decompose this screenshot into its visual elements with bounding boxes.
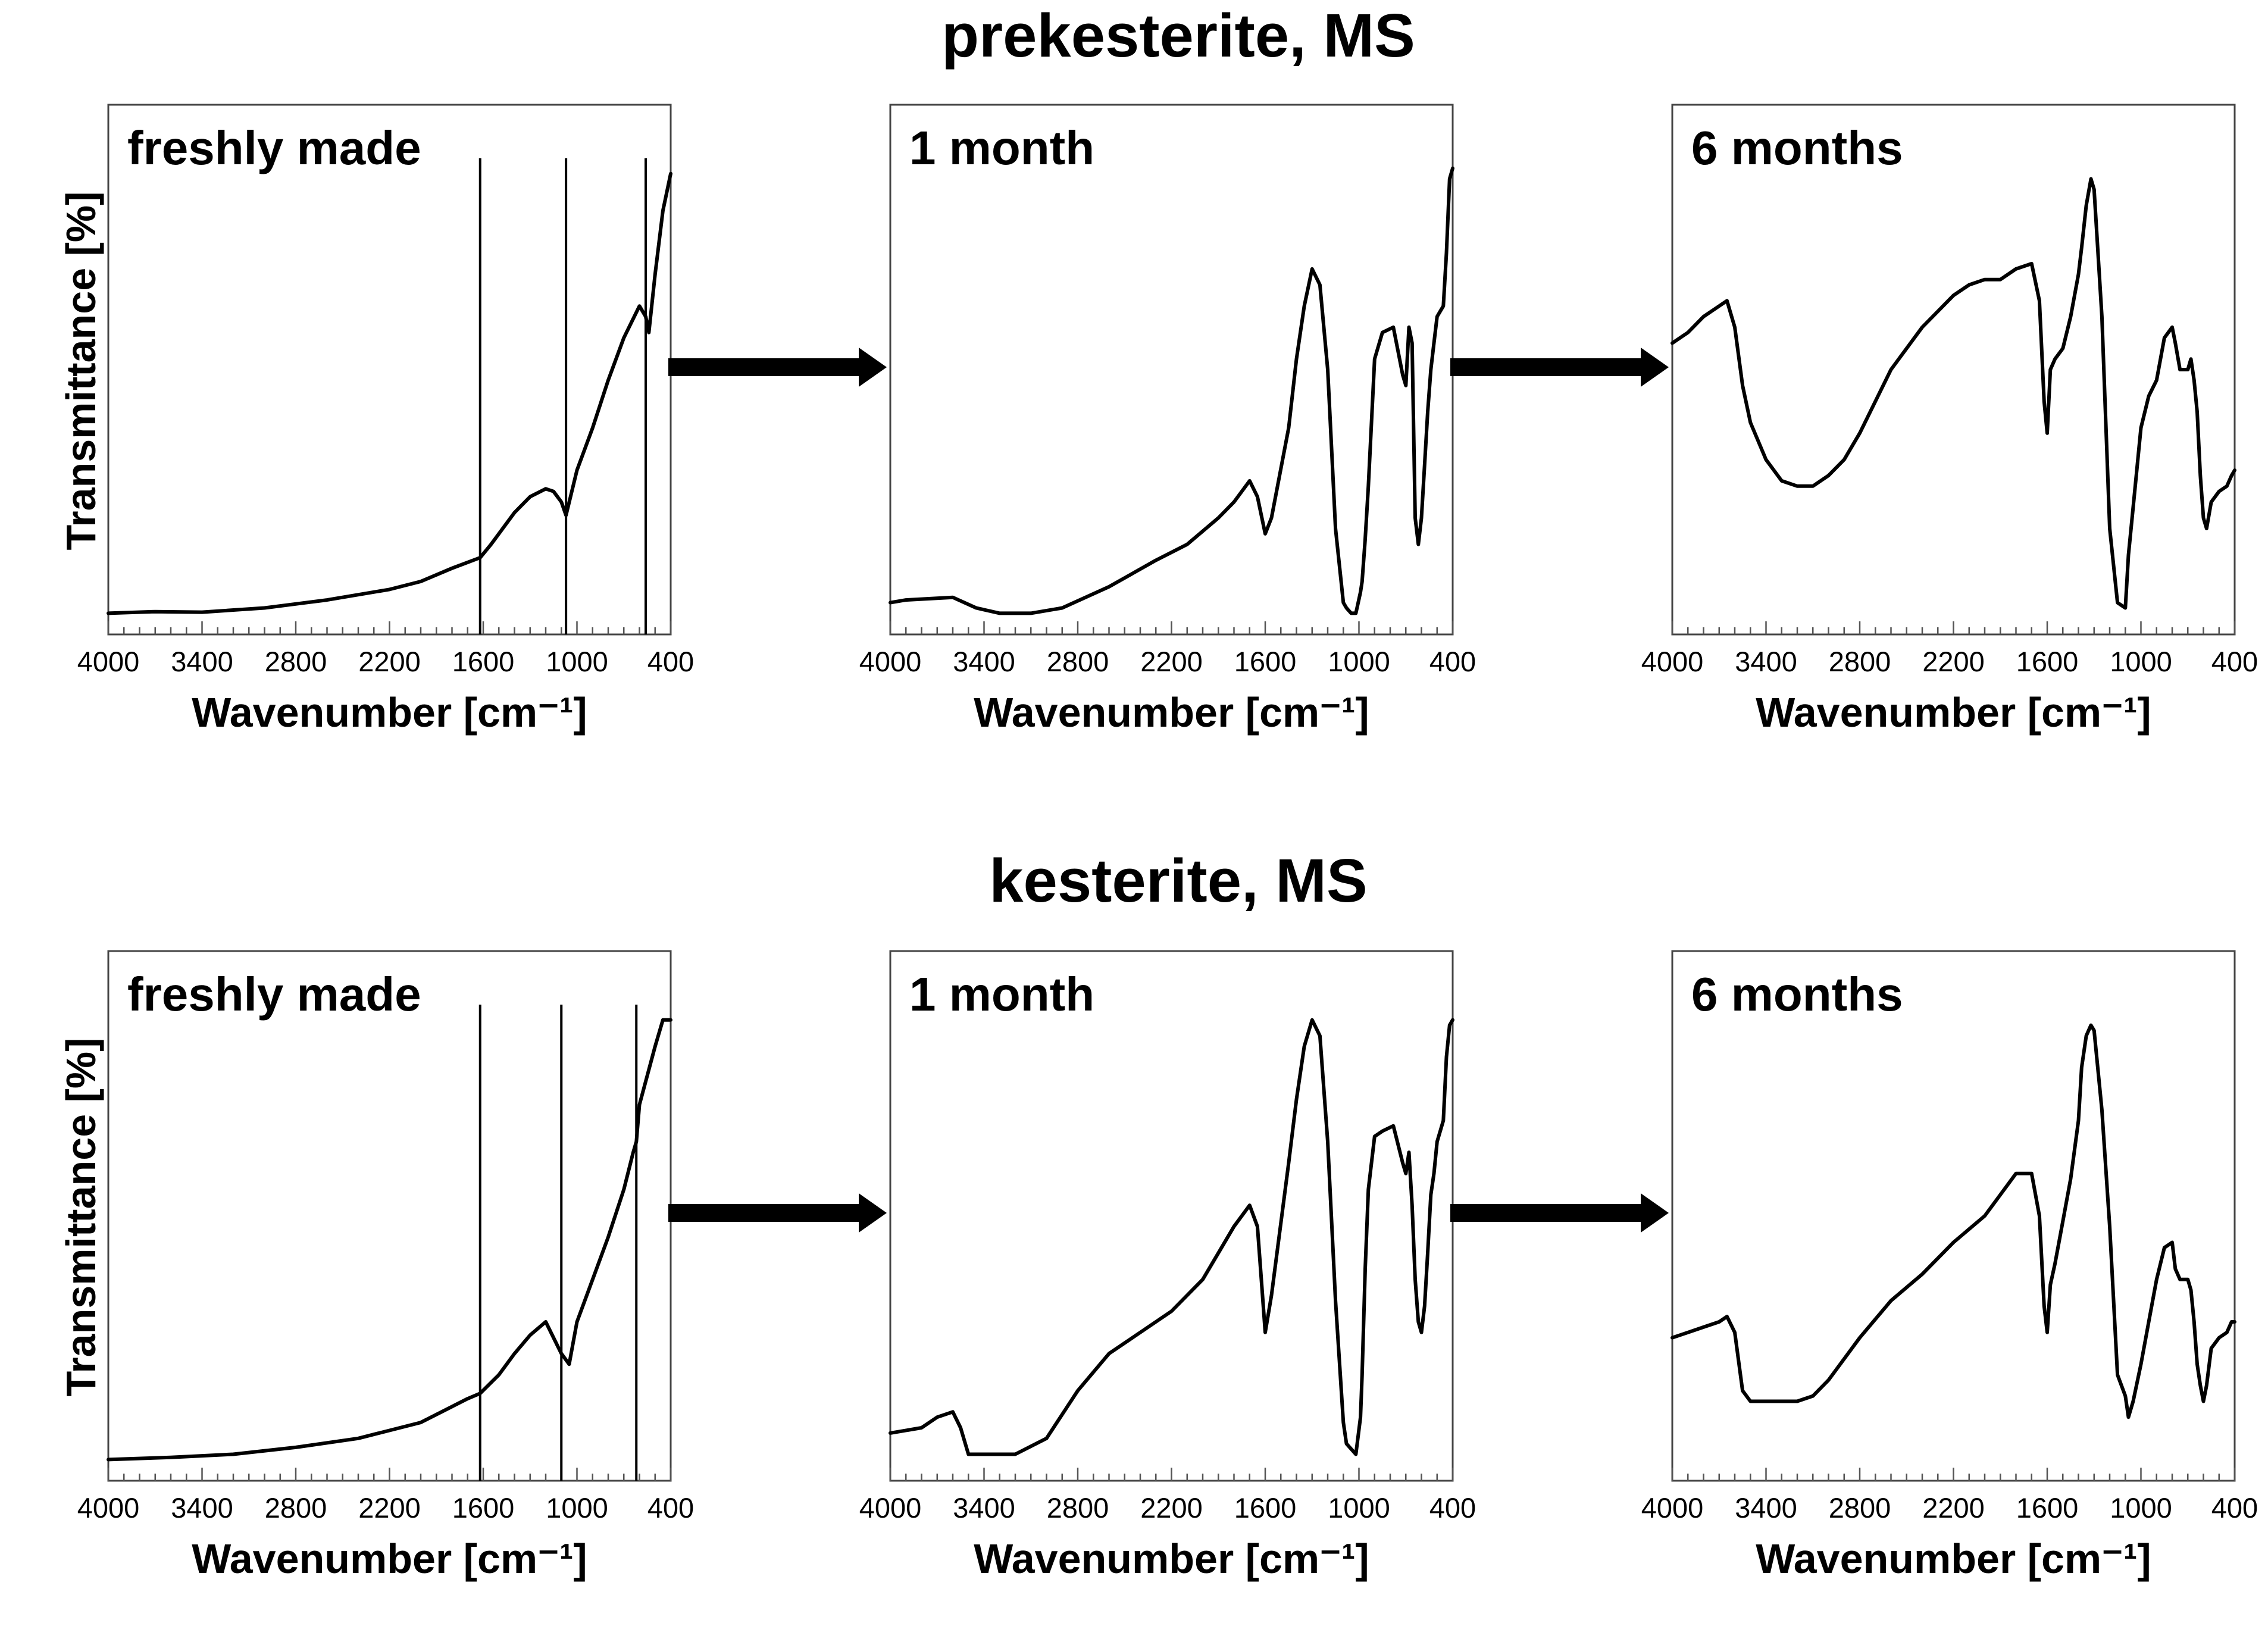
x-tick-label: 4000 xyxy=(859,1492,922,1524)
x-tick-label: 400 xyxy=(1429,646,1476,677)
spectrum-line xyxy=(1671,1023,2236,1419)
x-tick-label: 2200 xyxy=(1922,646,1985,677)
x-tick-label: 3400 xyxy=(171,646,233,677)
panel-label: freshly made xyxy=(127,968,421,1021)
x-tick-label: 1000 xyxy=(2110,1492,2172,1524)
x-tick-label: 4000 xyxy=(1641,1492,1704,1524)
panel-freshly-made: 4000 3400 2800 2200 1600 1000 400 Wavenumber [c… xyxy=(77,104,694,736)
progression-arrow xyxy=(1450,1193,1669,1233)
x-tick-label: 4000 xyxy=(77,1492,140,1524)
panel-label: 6 months xyxy=(1691,121,1903,174)
x-axis-title: Wavenumber [cm⁻¹] xyxy=(974,689,1369,736)
plot-frame xyxy=(107,104,672,636)
y-axis-title: Transmittance [%] xyxy=(58,1038,104,1397)
spectrum-line xyxy=(107,171,672,615)
x-axis-title: Wavenumber [cm⁻¹] xyxy=(192,1535,587,1582)
row-prekesterite: prekesterite, MS 4000 3400 2800 2200 1600 100… xyxy=(58,1,2258,736)
x-tick-label: 1600 xyxy=(2016,1492,2079,1524)
panel-label: 1 month xyxy=(909,968,1094,1021)
x-tick-label: 2800 xyxy=(1829,1492,1891,1524)
x-tick-label: 2800 xyxy=(1047,1492,1109,1524)
x-tick-label: 1600 xyxy=(1234,646,1297,677)
x-tick-label: 2200 xyxy=(358,646,421,677)
panel-label: 6 months xyxy=(1691,968,1903,1021)
x-tick-label: 400 xyxy=(1429,1492,1476,1524)
plot-frame xyxy=(107,950,672,1482)
panel-1-month: 4000 3400 2800 2200 1600 1000 400 Wavenumber [c… xyxy=(859,950,1476,1582)
panel-label: freshly made xyxy=(127,121,421,174)
panel-6-months: 4000 3400 2800 2200 1600 1000 400 Wavenumber [c… xyxy=(1641,104,2258,736)
x-tick-label: 1000 xyxy=(1328,646,1390,677)
x-tick-label: 2200 xyxy=(1140,1492,1203,1524)
x-tick-label: 3400 xyxy=(1735,1492,1797,1524)
plot-frame xyxy=(889,104,1454,636)
x-tick-label: 4000 xyxy=(1641,646,1704,677)
progression-arrow xyxy=(1450,348,1669,387)
x-tick-label: 2800 xyxy=(1047,646,1109,677)
x-tick-label: 400 xyxy=(2211,646,2258,677)
x-tick-label: 1600 xyxy=(452,1492,515,1524)
x-tick-label: 3400 xyxy=(1735,646,1797,677)
x-tick-label: 400 xyxy=(2211,1492,2258,1524)
x-tick-label: 3400 xyxy=(953,1492,1015,1524)
x-tick-label: 2200 xyxy=(358,1492,421,1524)
x-tick-label: 3400 xyxy=(171,1492,233,1524)
x-tick-label: 400 xyxy=(647,646,694,677)
x-axis-title: Wavenumber [cm⁻¹] xyxy=(974,1535,1369,1582)
progression-arrow xyxy=(668,1193,887,1233)
panel-1-month: 4000 3400 2800 2200 1600 1000 400 Wavenumber [c… xyxy=(859,104,1476,736)
x-tick-label: 2800 xyxy=(265,646,327,677)
spectrum-line xyxy=(889,1018,1454,1456)
panel-label: 1 month xyxy=(909,121,1094,174)
x-axis-title: Wavenumber [cm⁻¹] xyxy=(1756,1535,2151,1582)
x-tick-label: 1000 xyxy=(546,646,608,677)
x-tick-label: 2800 xyxy=(265,1492,327,1524)
x-tick-label: 4000 xyxy=(77,646,140,677)
x-tick-label: 4000 xyxy=(859,646,922,677)
x-tick-label: 3400 xyxy=(953,646,1015,677)
panel-6-months: 4000 3400 2800 2200 1600 1000 400 Wavenumber [c… xyxy=(1641,950,2258,1582)
spectrum-line xyxy=(107,1018,672,1462)
x-tick-label: 1600 xyxy=(2016,646,2079,677)
x-tick-label: 1600 xyxy=(452,646,515,677)
x-tick-label: 400 xyxy=(647,1492,694,1524)
row-kesterite: kesterite, MS 4000 3400 2800 2200 1600 1000 40… xyxy=(58,846,2258,1582)
x-tick-label: 1600 xyxy=(1234,1492,1297,1524)
x-tick-label: 2200 xyxy=(1140,646,1203,677)
progression-arrow xyxy=(668,348,887,387)
x-tick-label: 1000 xyxy=(1328,1492,1390,1524)
panel-freshly-made: 4000 3400 2800 2200 1600 1000 400 Wavenumber [c… xyxy=(77,950,694,1582)
spectrum-line xyxy=(889,166,1454,615)
x-tick-label: 2800 xyxy=(1829,646,1891,677)
x-tick-label: 1000 xyxy=(546,1492,608,1524)
x-axis-title: Wavenumber [cm⁻¹] xyxy=(1756,689,2151,736)
spectrum-line xyxy=(1671,177,2236,610)
row-title: prekesterite, MS xyxy=(941,1,1415,70)
x-axis-title: Wavenumber [cm⁻¹] xyxy=(192,689,587,736)
x-tick-label: 2200 xyxy=(1922,1492,1985,1524)
plot-frame xyxy=(1671,104,2236,636)
x-tick-label: 1000 xyxy=(2110,646,2172,677)
row-title: kesterite, MS xyxy=(989,846,1367,915)
y-axis-title: Transmittance [%] xyxy=(58,192,104,551)
